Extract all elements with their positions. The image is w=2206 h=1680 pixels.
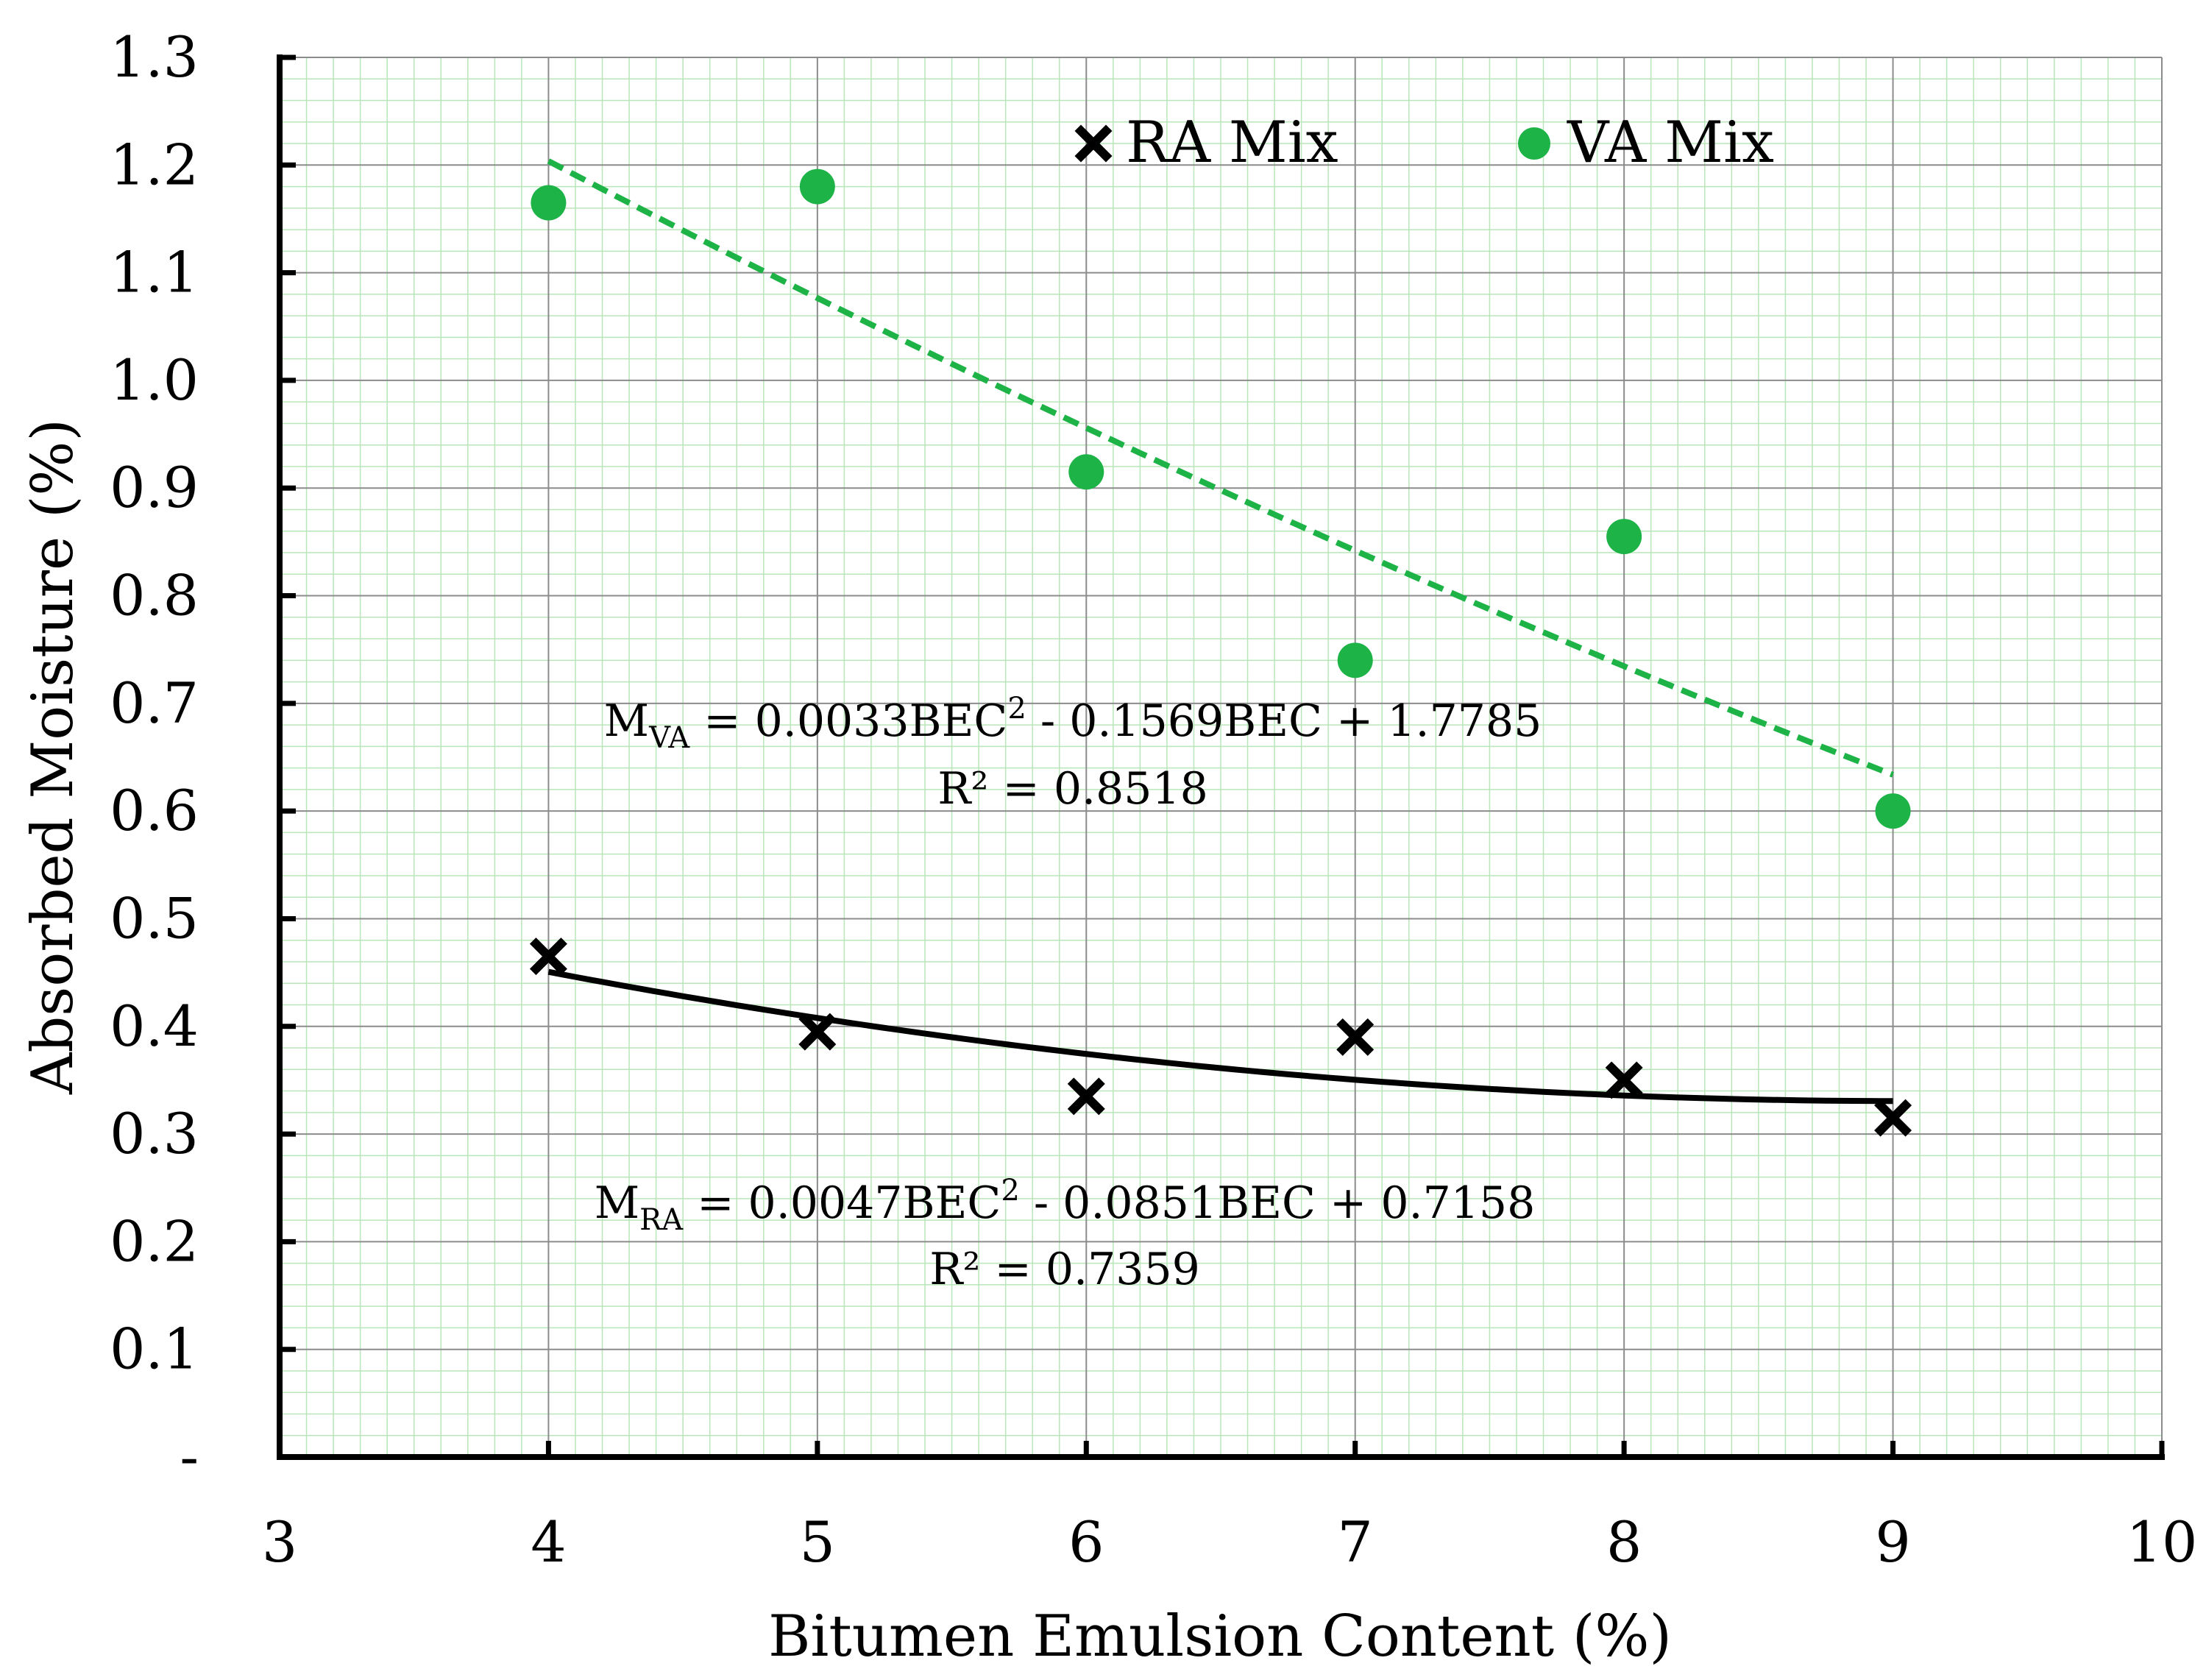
- x-tick-label: 10: [2127, 1509, 2198, 1575]
- y-tick-label: 0.9: [110, 455, 199, 520]
- y-tick-label: 0.6: [110, 778, 199, 843]
- va-point: [1875, 793, 1911, 829]
- va-point: [531, 185, 567, 221]
- x-tick-label: 7: [1338, 1509, 1373, 1575]
- va-eq-rhs-a: = 0.0033BEC: [689, 695, 1007, 747]
- x-tick-label: 3: [262, 1509, 297, 1575]
- legend-va-marker: [1518, 127, 1550, 160]
- legend-ra-marker: [1074, 124, 1113, 163]
- y-tick-label: 1.3: [110, 24, 199, 90]
- legend: RA Mix VA Mix: [1074, 110, 1774, 176]
- va-equation: MVA = 0.0033BEC2 - 0.1569BEC + 1.7785 R²…: [604, 692, 1542, 815]
- x-tick-label: 9: [1875, 1509, 1910, 1575]
- va-eq-lhs: M: [604, 695, 649, 747]
- y-tick-label: 0.8: [110, 563, 199, 628]
- ra-eq-rhs-a: = 0.0047BEC: [683, 1177, 1001, 1229]
- x-axis-title: Bitumen Emulsion Content (%): [768, 1603, 1672, 1670]
- ra-trendline: [547, 968, 1893, 1105]
- minor-grid: [280, 57, 2162, 1457]
- y-tick-label: 1.2: [110, 132, 199, 197]
- ra-point: [1067, 1077, 1105, 1116]
- ra-point: [529, 938, 567, 976]
- ra-eq-lhs: M: [595, 1177, 639, 1229]
- ra-eq-rhs-b: - 0.0851BEC + 0.7158: [1020, 1177, 1536, 1229]
- va-point: [1606, 519, 1642, 555]
- y-axis-title: Absorbed Moisture (%): [20, 419, 86, 1095]
- va-r2: R² = 0.8518: [937, 763, 1208, 815]
- x-tick-label: 6: [1068, 1509, 1104, 1575]
- data-points: [529, 169, 1912, 1137]
- va-point: [799, 169, 835, 205]
- x-tick-label: 4: [531, 1509, 566, 1575]
- ra-point: [798, 1013, 837, 1051]
- va-equation-text: MVA = 0.0033BEC2 - 0.1569BEC + 1.7785: [604, 692, 1542, 755]
- y-tick-label: 0.7: [110, 670, 199, 736]
- ra-point: [1874, 1099, 1912, 1137]
- tick-labels: 3 4 5 6 7 8 9 10 - 0.1 0.2 0.3 0.4 0.5 0.6 0.7 0.8 0.9 1.0…: [110, 24, 2197, 1575]
- trendlines: [547, 158, 1895, 1105]
- va-point: [1337, 642, 1373, 678]
- x-tick-label: 5: [800, 1509, 835, 1575]
- axes: [277, 54, 2165, 1460]
- va-eq-sup: 2: [1007, 692, 1026, 726]
- va-trendline: [547, 158, 1895, 778]
- y-tick-label: 0.1: [110, 1316, 199, 1382]
- x-tick-label: 8: [1606, 1509, 1642, 1575]
- y-tick-label: 1.1: [110, 240, 199, 305]
- ra-eq-sup: 2: [1001, 1174, 1019, 1208]
- va-eq-rhs-b: - 0.1569BEC + 1.7785: [1026, 695, 1542, 747]
- y-tick-label: 0.3: [110, 1101, 199, 1166]
- y-tick-label: -: [180, 1424, 199, 1489]
- legend-ra-label: RA Mix: [1126, 110, 1338, 176]
- y-tick-label: 0.2: [110, 1208, 199, 1274]
- y-tick-label: 0.4: [110, 993, 199, 1059]
- ra-equation: MRA = 0.0047BEC2 - 0.0851BEC + 0.7158 R²…: [595, 1174, 1536, 1295]
- y-tick-label: 1.0: [110, 347, 199, 413]
- ra-point: [1605, 1061, 1643, 1099]
- ra-eq-subscript: RA: [639, 1203, 684, 1237]
- ra-equation-text: MRA = 0.0047BEC2 - 0.0851BEC + 0.7158: [595, 1174, 1536, 1237]
- va-point: [1068, 454, 1104, 490]
- y-tick-label: 0.5: [110, 885, 199, 951]
- ra-point: [1336, 1018, 1375, 1056]
- legend-va-label: VA Mix: [1567, 110, 1774, 176]
- ra-r2: R² = 0.7359: [929, 1244, 1200, 1295]
- va-eq-subscript: VA: [648, 721, 690, 755]
